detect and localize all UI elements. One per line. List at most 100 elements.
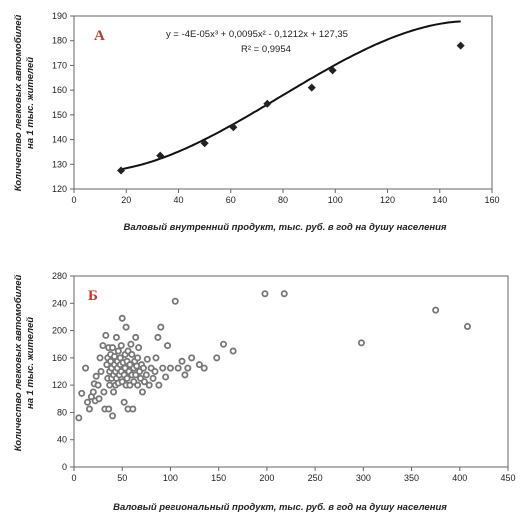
panel-b-xtick-label: 450 [500, 473, 515, 483]
panel-b-ticks: 0 50 100 150 200 250 300 350 400 450 0 40 80 120 160 20… [52, 271, 516, 483]
panel-b-point [219, 340, 227, 348]
panel-b-point [184, 364, 192, 372]
panel-a-ytick-label: 140 [52, 135, 67, 145]
panel-b-point [105, 405, 113, 413]
panel-b-point [92, 372, 100, 380]
panel-b-xtick-label: 200 [259, 473, 274, 483]
panel-b-point [123, 374, 131, 382]
panel-b-point [128, 350, 136, 358]
panel-a-ytick-label: 180 [52, 36, 67, 46]
panel-a-ylabel-line2: на 1 тыс. жителей [25, 57, 36, 149]
panel-b-point [109, 344, 117, 352]
panel-a-point [328, 66, 337, 75]
panel-b-point [149, 374, 157, 382]
panel-b-point [229, 347, 237, 355]
panel-b-xtick-label: 350 [404, 473, 419, 483]
panel-a-ylabel-line1: Количество легковых автомобилей [13, 15, 24, 192]
panel-b-point [139, 364, 147, 372]
panel-b-ytick-label: 0 [62, 462, 67, 472]
panel-b-ytick-label: 200 [52, 326, 67, 336]
panel-b-point [78, 389, 86, 397]
panel-b-point [94, 381, 102, 389]
panel-a-xtick-label: 0 [71, 195, 76, 205]
panel-b-point [357, 339, 365, 347]
panel-b-point [159, 364, 167, 372]
panel-b-point [195, 361, 203, 369]
panel-b-point [138, 388, 146, 396]
panel-b-xtick-label: 100 [163, 473, 178, 483]
panel-a-equation: y = -4E-05x³ + 0,0095x² - 0,1212x + 127,… [166, 29, 348, 40]
panel-b-plot-area [73, 275, 509, 468]
panel-b-xtick-label: 250 [308, 473, 323, 483]
panel-b-point [120, 398, 128, 406]
panel-a-point [229, 123, 238, 132]
panel-b-point [134, 354, 142, 362]
panel-b-point [106, 381, 114, 389]
panel-b-point [82, 364, 90, 372]
panel-a-xtick-label: 160 [484, 195, 499, 205]
panel-b-point [181, 371, 189, 379]
panel-b-point [152, 354, 160, 362]
panel-b-xtick-label: 0 [71, 473, 76, 483]
panel-b-point [145, 381, 153, 389]
panel-b-point [143, 355, 151, 363]
panel-b-point [463, 322, 471, 330]
panel-a-xtick-label: 20 [121, 195, 131, 205]
panel-b-point [99, 342, 107, 350]
panel-b-point [140, 378, 148, 386]
panel-b-point [432, 306, 440, 314]
panel-a-letter: А [94, 28, 105, 44]
panel-b-point [127, 340, 135, 348]
panel-b-point [95, 395, 103, 403]
panel-b-point [114, 347, 122, 355]
panel-b-point [116, 354, 124, 362]
panel-b-xtick-label: 150 [211, 473, 226, 483]
panel-b-point [213, 354, 221, 362]
panel-a-xtick-label: 100 [328, 195, 343, 205]
panel-a-ytick-label: 150 [52, 110, 67, 120]
panel-b-ytick-label: 280 [52, 271, 67, 281]
panel-b-ylabel-line2: на 1 тыс. жителей [25, 317, 36, 409]
panel-b-ytick-label: 40 [57, 435, 67, 445]
panel-b-xlabel: Валовый региональный продукт, тыс. руб. … [113, 502, 447, 513]
panel-b-point [112, 333, 120, 341]
panel-b-point [174, 364, 182, 372]
panel-b-point [142, 371, 150, 379]
panel-a-xtick-label: 60 [226, 195, 236, 205]
panel-b-point [171, 297, 179, 305]
panel-b-point [135, 344, 143, 352]
panel-a-trendline [120, 20, 461, 171]
panel-b-xtick-label: 50 [117, 473, 127, 483]
panel-b-points [75, 290, 471, 422]
panel-a-plot-area [73, 15, 493, 190]
panel-b-point [261, 290, 269, 298]
panel-b-ytick-label: 240 [52, 298, 67, 308]
panel-b-point [85, 405, 93, 413]
panel-a-xtick-label: 80 [278, 195, 288, 205]
panel-a-xtick-label: 40 [173, 195, 183, 205]
panel-b-point [280, 290, 288, 298]
panel-a-r-squared: R² = 0,9954 [241, 44, 291, 55]
panel-a-point [307, 83, 316, 92]
panel-b-point [129, 405, 137, 413]
panel-b-xtick-label: 400 [452, 473, 467, 483]
panel-a-ytick-label: 160 [52, 85, 67, 95]
panel-b-xtick-label: 300 [356, 473, 371, 483]
panel-a-point [456, 41, 465, 50]
panel-b-point [100, 388, 108, 396]
panel-a-xtick-label: 140 [432, 195, 447, 205]
panel-b-point [162, 373, 170, 381]
panel-b-point [89, 388, 97, 396]
panel-b-point [109, 412, 117, 420]
panel-a-point [156, 151, 165, 160]
panel-b-point [134, 381, 142, 389]
panel-b-ylabel-line1: Количество легковых автомобилей [13, 275, 24, 452]
panel-a-points [117, 41, 465, 175]
panel-b-point [97, 367, 105, 375]
panel-a-ticks: 0 20 40 60 80 100 120 140 160 120 130 140 150 160 170 1… [52, 11, 500, 205]
panel-a-ytick-label: 120 [52, 184, 67, 194]
panel-a-point [263, 99, 272, 108]
panel-b-point [200, 364, 208, 372]
panel-b-point [166, 364, 174, 372]
